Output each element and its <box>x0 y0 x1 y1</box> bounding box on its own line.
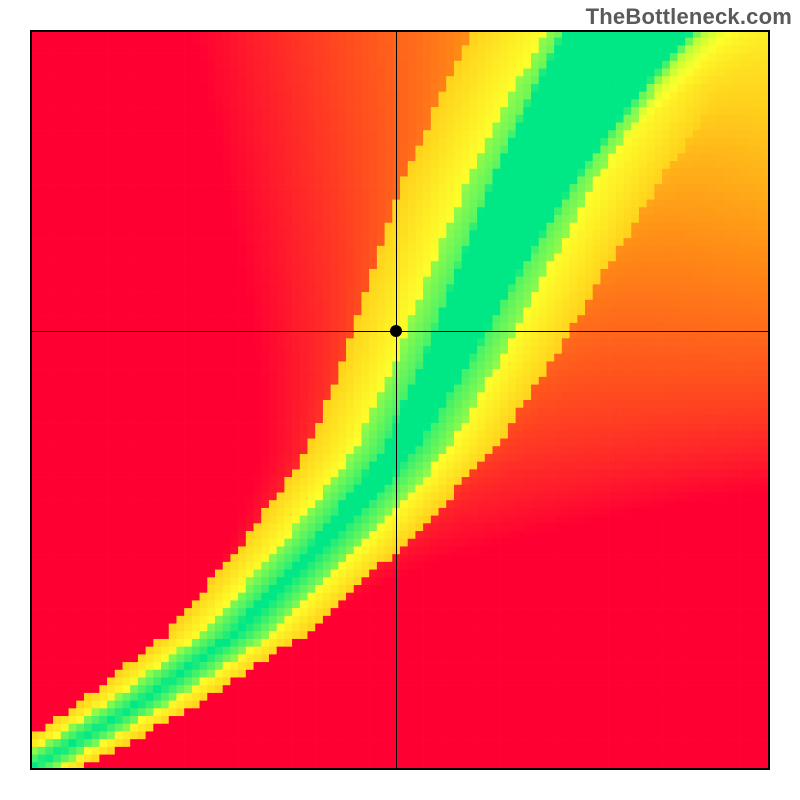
heatmap-plot <box>30 30 770 770</box>
watermark-text: TheBottleneck.com <box>586 4 792 30</box>
heatmap-canvas <box>30 30 770 770</box>
